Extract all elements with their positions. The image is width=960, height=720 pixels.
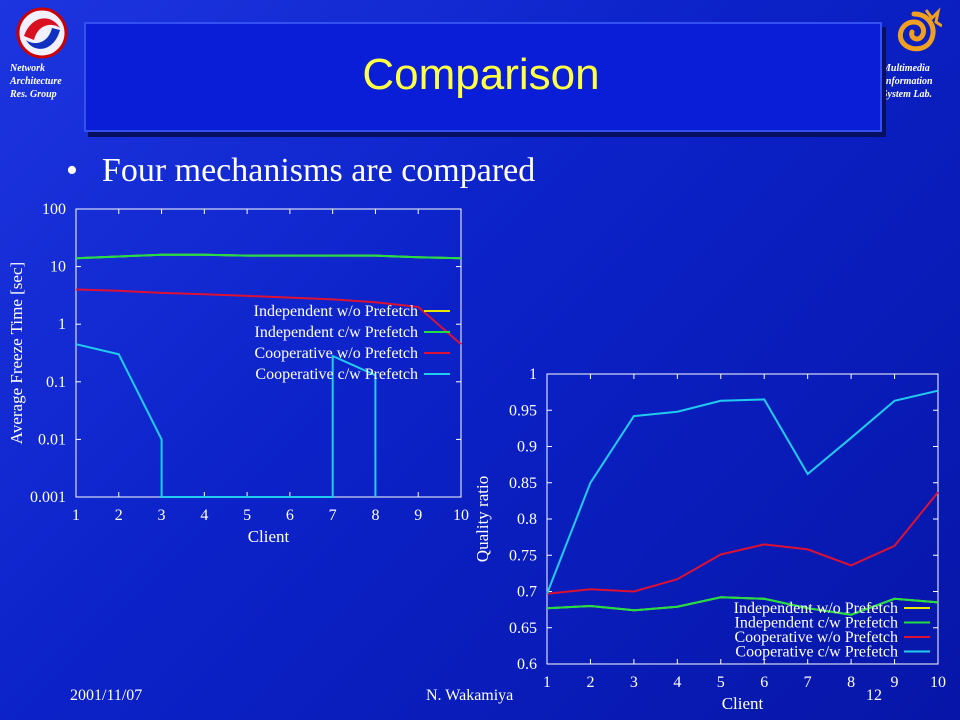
footer-author: N. Wakamiya [426,687,514,704]
y-tick-label: 0.85 [509,475,537,492]
lab-name-left: Network Architecture Res. Group [10,62,62,101]
y-tick-label: 0.95 [509,402,537,419]
x-tick-label: 5 [717,674,725,691]
y-tick-label: 0.6 [517,656,537,673]
legend-label: Independent w/o Prefetch [734,600,898,617]
series-line-2 [546,596,939,616]
x-tick-label: 8 [847,674,855,691]
x-tick-label: 2 [115,507,123,524]
slide-title: Comparison [362,50,600,99]
y-axis-label: Quality ratio [473,476,492,562]
series-line-2 [75,253,462,260]
x-tick-label: 3 [630,674,638,691]
x-tick-label: 1 [72,507,80,524]
x-tick-label: 8 [371,507,379,524]
series-line-4 [75,343,377,498]
chart-1: 1 2 3 4 5 6 7 8 9 10 0.001 0.01 0.1 1 10 100 Client Avera… [7,201,469,546]
x-tick-label: 4 [673,674,681,691]
x-tick-label: 7 [804,674,812,691]
chart-2: 1 2 3 4 5 6 7 8 9 100.60.650.70.750.80.850.90.951… [473,366,946,713]
lab-left-line-2: Architecture [10,76,62,87]
network-architecture-logo-icon [16,7,68,59]
page-number: 12 [866,687,882,704]
y-tick-label: 0.65 [509,620,537,637]
y-tick-label: 0.9 [517,439,537,456]
x-tick-label: 10 [453,507,469,524]
lab-left-line-3: Res. Group [10,89,57,100]
x-tick-label: 6 [286,507,294,524]
lab-left-line-1: Network [10,63,45,74]
lab-right-line-2: Information [882,76,933,87]
y-tick-label: 0.8 [517,511,537,528]
legend-label: Cooperative w/o Prefetch [735,629,899,646]
x-tick-label: 2 [586,674,594,691]
y-tick-label: 100 [42,201,66,218]
y-tick-label: 0.1 [46,374,66,391]
y-tick-label: 0.75 [509,547,537,564]
y-tick-label: 0.001 [30,489,66,506]
x-tick-label: 6 [760,674,768,691]
bullet-dot-icon: • [66,152,78,189]
y-tick-label: 1 [58,316,66,333]
x-tick-label: 1 [543,674,551,691]
y-tick-label: 10 [50,259,66,276]
title-banner [84,22,882,132]
multimedia-lab-logo-icon [897,7,942,52]
series-line-3 [75,288,462,345]
legend-label: Cooperative c/w Prefetch [255,366,418,383]
y-axis-label: Average Freeze Time [sec] [7,262,26,444]
bullet-text: Four mechanisms are compared [101,152,536,189]
legend-label: Independent c/w Prefetch [735,615,898,632]
x-axis-label: Client [248,527,290,546]
bullet-point: • Four mechanisms are compared [66,152,535,190]
legend-label: Cooperative w/o Prefetch [255,345,419,362]
series-line-4 [546,389,939,595]
x-tick-label: 9 [414,507,422,524]
lab-right-line-3: System Lab. [882,89,932,100]
x-tick-label: 7 [329,507,337,524]
lab-name-right: Multimedia Information System Lab. [882,62,933,101]
lab-right-line-1: Multimedia [882,63,930,74]
x-tick-label: 4 [200,507,208,524]
legend-label: Independent c/w Prefetch [255,324,418,341]
x-axis-label: Client [722,694,764,713]
series-line-3 [546,491,939,595]
x-tick-label: 10 [930,674,946,691]
legend-label: Independent w/o Prefetch [254,303,418,320]
x-tick-label: 3 [158,507,166,524]
x-tick-label: 9 [891,674,899,691]
x-tick-label: 5 [243,507,251,524]
footer-date: 2001/11/07 [70,687,143,704]
legend-label: Cooperative c/w Prefetch [735,644,898,661]
y-tick-label: 1 [529,366,537,383]
y-tick-label: 0.01 [38,431,66,448]
y-tick-label: 0.7 [517,584,537,601]
